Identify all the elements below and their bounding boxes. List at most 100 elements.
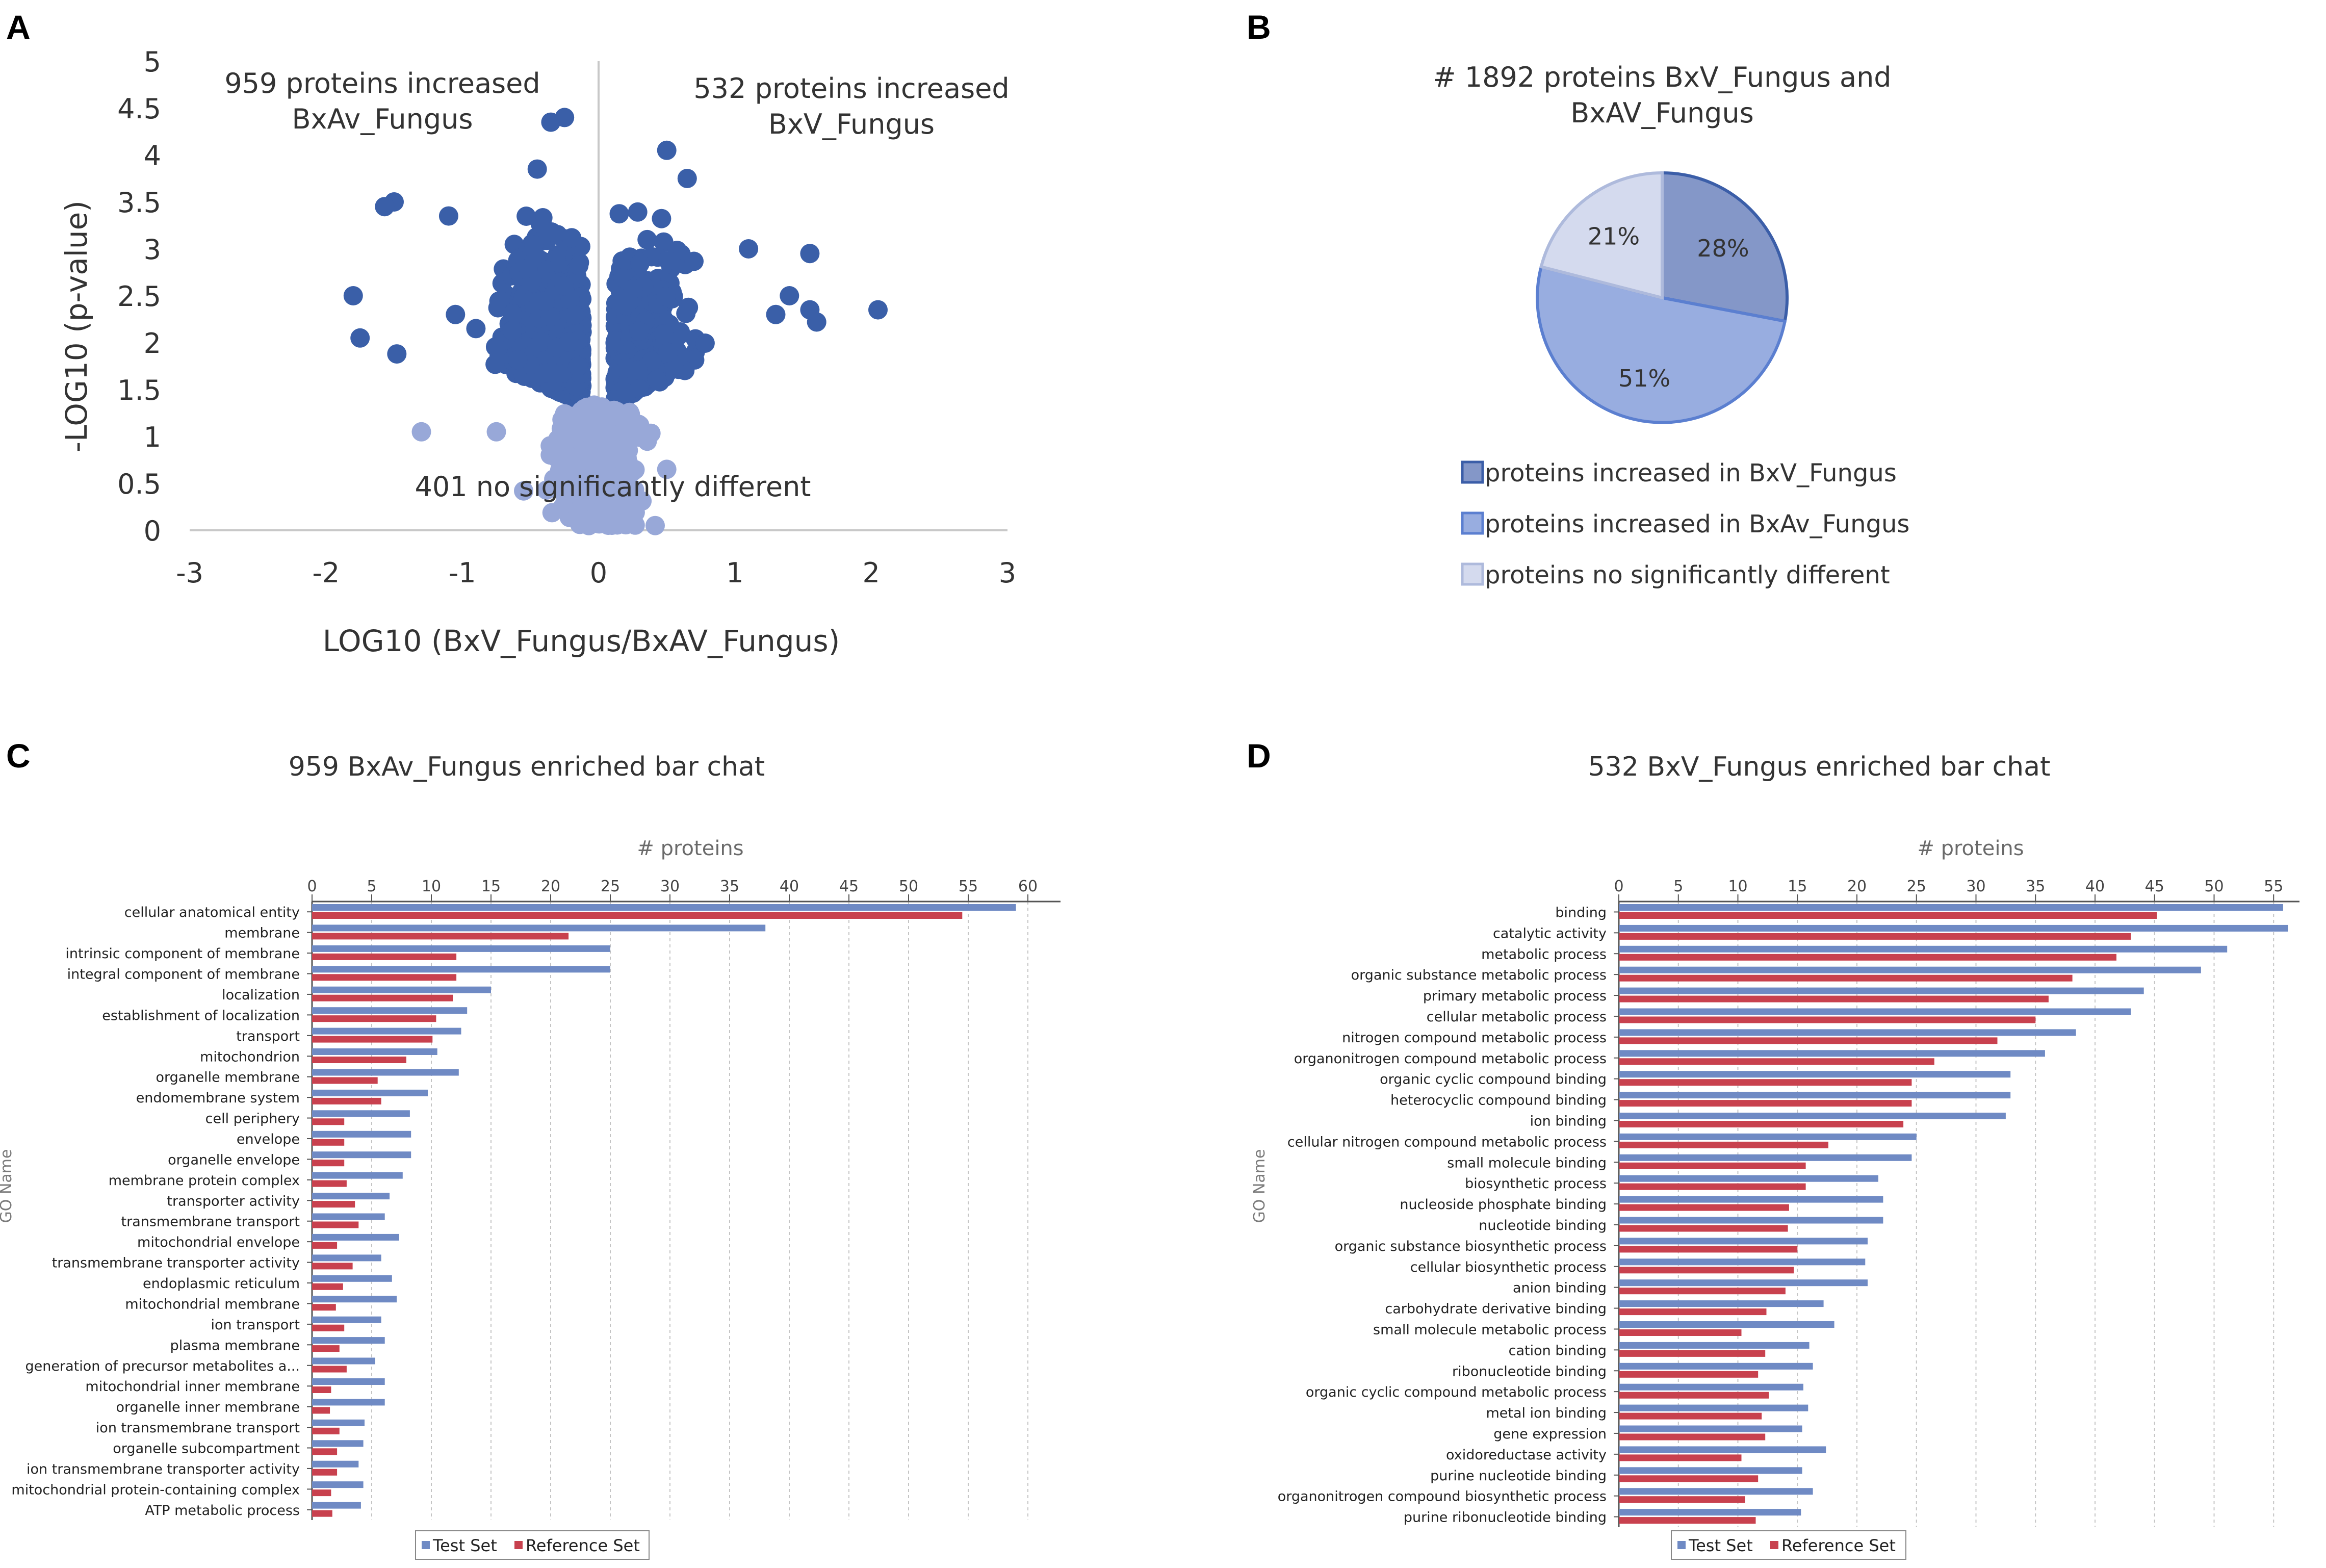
panel-letter-b: B [1247, 8, 1271, 46]
volcano-point [571, 477, 591, 497]
category-label: nucleoside phosphate binding [1400, 1197, 1607, 1213]
category-label: purine ribonucleotide binding [1404, 1510, 1607, 1526]
volcano-point [610, 484, 630, 504]
legend-swatch [1461, 460, 1484, 484]
y-tick-label: 5 [144, 46, 161, 78]
x-tick-label: 10 [1728, 878, 1747, 895]
x-tick-label: 25 [1907, 878, 1926, 895]
test-set-bar [312, 924, 766, 932]
legend-label: Reference Set [526, 1536, 640, 1555]
category-label: endomembrane system [136, 1090, 300, 1106]
test-set-bar [312, 1193, 390, 1200]
test-set-bar [1619, 1217, 1883, 1224]
reference-set-bar [312, 1097, 381, 1104]
y-tick-label: 1 [144, 421, 161, 453]
category-label: nitrogen compound metabolic process [1342, 1030, 1607, 1046]
volcano-point [554, 276, 574, 296]
test-set-bar [312, 1419, 365, 1426]
x-tick-label: 1 [726, 557, 743, 589]
chart-title: 959 BxAv_Fungus enriched bar chat [289, 752, 765, 782]
x-tick-label: -1 [449, 557, 476, 589]
category-label: organelle membrane [156, 1070, 300, 1086]
test-set-bar [312, 1460, 359, 1468]
x-tick-label: -2 [312, 557, 340, 589]
test-set-bar [1619, 1404, 1808, 1411]
volcano-point [868, 300, 888, 320]
test-set-bar [312, 1027, 461, 1035]
bar-chart-d: 532 BxV_Fungus enriched bar chat # protei… [1251, 752, 2299, 1560]
volcano-point [654, 324, 674, 344]
category-label: transmembrane transporter activity [52, 1255, 300, 1271]
reference-set-bar [1619, 1350, 1766, 1357]
category-label: membrane protein complex [109, 1173, 300, 1189]
annotation-bottom: 401 no significantly different [415, 471, 811, 503]
chart-title: 532 BxV_Fungus enriched bar chat [1588, 752, 2051, 782]
legend-swatch [1677, 1541, 1686, 1549]
test-set-bar [1619, 904, 2283, 911]
test-set-bar [312, 1296, 397, 1303]
legend-label: proteins increased in BxV_Fungus [1485, 459, 1897, 487]
reference-set-bar [1619, 933, 2131, 940]
category-label: mitochondrial protein-containing complex [11, 1482, 300, 1498]
volcano-point [616, 358, 636, 378]
volcano-point [642, 351, 662, 371]
reference-set-bar [312, 1366, 347, 1373]
volcano-point [606, 331, 626, 351]
test-set-bar [312, 1440, 364, 1447]
x-axis-label: LOG10 (BxV_Fungus/BxAV_Fungus) [323, 624, 840, 658]
y-tick-label: 4 [144, 140, 161, 172]
category-label: heterocyclic compound binding [1390, 1093, 1607, 1109]
test-set-bar [312, 1130, 411, 1138]
category-label: small molecule metabolic process [1373, 1322, 1607, 1338]
volcano-point [562, 228, 582, 248]
volcano-point [611, 469, 631, 489]
volcano-point [632, 491, 652, 511]
volcano-point [387, 344, 407, 364]
y-tick-label: 0 [144, 515, 161, 547]
test-set-bar [1619, 924, 2288, 932]
test-set-bar [1619, 1071, 2011, 1078]
test-set-bar [1619, 1008, 2131, 1015]
x-axis-label: # proteins [1917, 837, 2024, 860]
panel-letter-c: C [6, 737, 31, 775]
volcano-point [524, 235, 544, 255]
volcano-point [588, 507, 608, 527]
x-tick-label: 35 [720, 878, 739, 895]
panel-letter-d: D [1247, 737, 1271, 775]
category-label: ion transport [211, 1317, 300, 1333]
volcano-point [537, 480, 556, 500]
reference-set-bar [312, 1448, 338, 1455]
test-set-bar [312, 1502, 361, 1509]
category-label: organic cyclic compound metabolic proces… [1306, 1384, 1607, 1400]
volcano-point [617, 507, 637, 527]
y-tick-label: 2 [144, 327, 161, 359]
category-label: cellular nitrogen compound metabolic pro… [1287, 1134, 1607, 1150]
reference-set-bar [1619, 1392, 1769, 1399]
test-set-bar [312, 1048, 437, 1055]
category-label: organic substance biosynthetic process [1335, 1239, 1607, 1254]
test-set-bar [312, 1275, 392, 1282]
category-label: binding [1555, 905, 1607, 920]
reference-set-bar [312, 1015, 436, 1022]
y-axis-label: -LOG10 (p-value) [59, 200, 94, 452]
category-label: biosynthetic process [1465, 1176, 1607, 1192]
volcano-point [677, 169, 697, 188]
pie-slice [1661, 171, 1789, 323]
reference-set-bar [312, 1201, 355, 1208]
y-tick-label: 1.5 [117, 374, 161, 406]
y-axis-label: GO Name [1251, 1149, 1269, 1223]
category-label: anion binding [1513, 1280, 1607, 1296]
x-tick-label: 0 [1614, 878, 1623, 895]
volcano-point [615, 439, 635, 458]
reference-set-bar [1619, 1079, 1912, 1086]
reference-set-bar [1619, 995, 2049, 1003]
volcano-point [647, 370, 667, 390]
reference-set-bar [1619, 1517, 1756, 1524]
category-label: cellular biosynthetic process [1410, 1259, 1607, 1275]
reference-set-bar [1619, 1308, 1767, 1316]
test-set-bar [1619, 1279, 1868, 1287]
category-label: mitochondrial membrane [125, 1296, 300, 1312]
test-set-bar [1619, 1363, 1813, 1370]
reference-set-bar [312, 1118, 345, 1125]
